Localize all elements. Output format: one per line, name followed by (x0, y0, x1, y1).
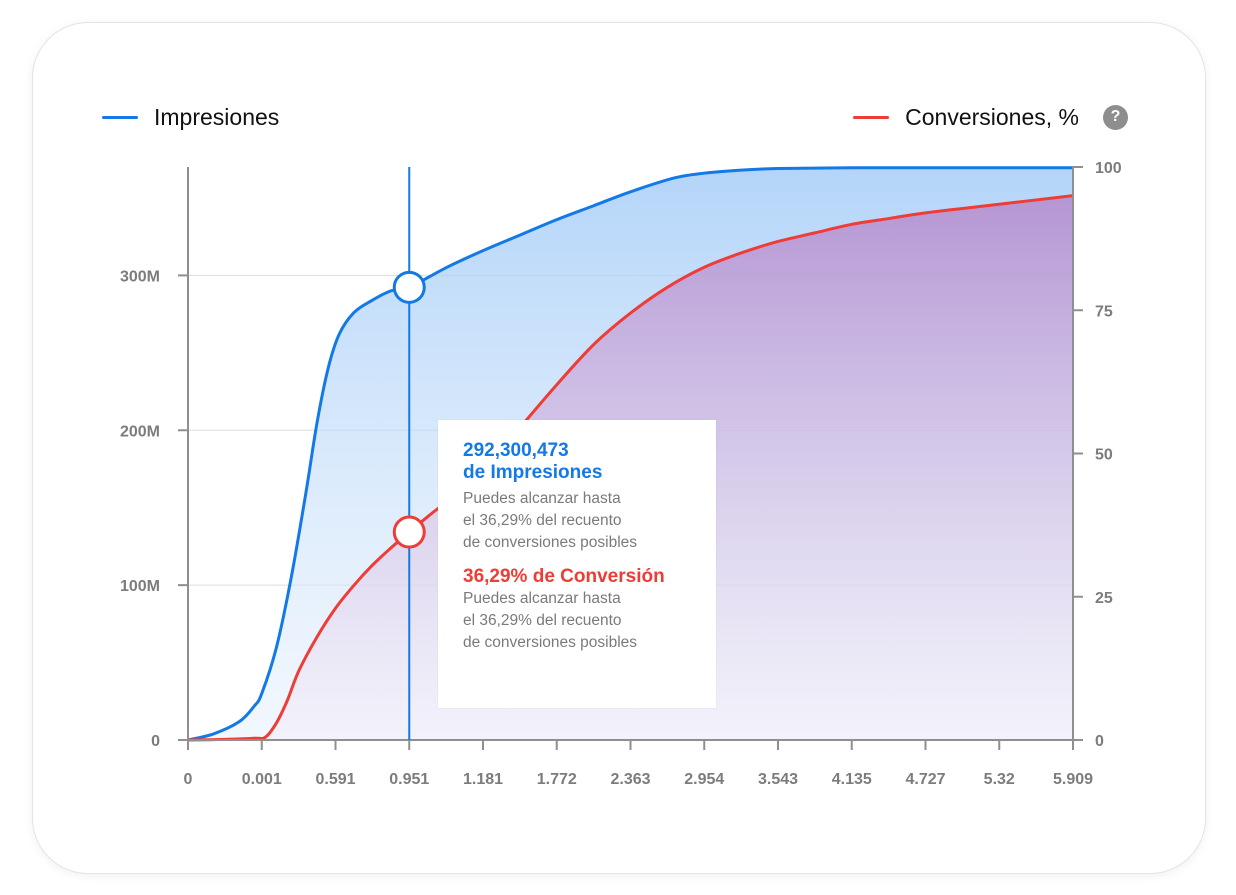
x-axis-tick-label: 3.543 (758, 771, 798, 788)
x-axis-tick-label: 0.001 (242, 771, 282, 788)
conversions-swatch (853, 115, 890, 119)
tooltip-conversion-text: Puedes alcanzar hasta el 36,29% del recu… (463, 588, 713, 654)
left-axis-tick-label: 300M (120, 268, 160, 285)
tooltip-impressions-text-line: de conversiones posibles (463, 534, 638, 551)
x-axis-tick-label: 4.727 (905, 771, 945, 788)
legend-conversions-label: Conversiones, % (905, 103, 1079, 130)
tooltip-conversion-text-line: Puedes alcanzar hasta (463, 590, 621, 607)
legend-impressions: Impresiones (102, 102, 279, 132)
x-axis-tick-label: 0.591 (315, 771, 355, 788)
x-axis-tick-label: 0.951 (389, 771, 429, 788)
help-icon[interactable]: ? (1103, 104, 1128, 130)
left-axis-tick-label: 200M (120, 423, 160, 440)
chart-tooltip: 292,300,473 de Impresiones Puedes alcanz… (438, 420, 716, 708)
tooltip-impressions-text: Puedes alcanzar hasta el 36,29% del recu… (463, 488, 713, 554)
right-axis-tick-label: 50 (1095, 447, 1113, 464)
conversions-marker[interactable] (392, 515, 426, 549)
tooltip-impressions-text-line: el 36,29% del recuento (463, 512, 622, 529)
tooltip-impressions-title: de Impresiones (463, 462, 603, 483)
legend-impressions-label: Impresiones (154, 103, 280, 130)
right-axis-tick-label: 100 (1095, 160, 1122, 177)
x-axis-tick-label: 5.32 (984, 771, 1015, 788)
right-axis-tick-label: 25 (1095, 590, 1113, 607)
right-axis-tick-label: 0 (1095, 733, 1104, 750)
legend-conversions: Conversiones, % ? (853, 102, 1128, 132)
x-axis-tick-label: 0 (184, 771, 193, 788)
impressions-swatch (102, 115, 138, 119)
tooltip-conversion-text-line: de conversiones posibles (463, 634, 638, 651)
x-axis-tick-label: 2.363 (610, 771, 650, 788)
x-axis-tick-label: 5.909 (1053, 771, 1093, 788)
left-axis-tick-label: 100M (120, 578, 160, 595)
x-axis-tick-label: 1.181 (463, 771, 503, 788)
tooltip-impressions-text-line: Puedes alcanzar hasta (463, 490, 621, 507)
x-axis-tick-label: 1.772 (537, 771, 577, 788)
right-axis-tick-label: 75 (1095, 303, 1113, 320)
tooltip-conversion-title: 36,29% de Conversión (463, 566, 665, 587)
impressions-marker[interactable] (392, 270, 426, 304)
tooltip-impressions-value: 292,300,473 (463, 440, 569, 461)
tooltip-conversion-text-line: el 36,29% del recuento (463, 612, 622, 629)
x-axis-tick-label: 2.954 (684, 771, 724, 788)
left-axis-tick-label: 0 (151, 733, 160, 750)
x-axis-tick-label: 4.135 (832, 771, 872, 788)
